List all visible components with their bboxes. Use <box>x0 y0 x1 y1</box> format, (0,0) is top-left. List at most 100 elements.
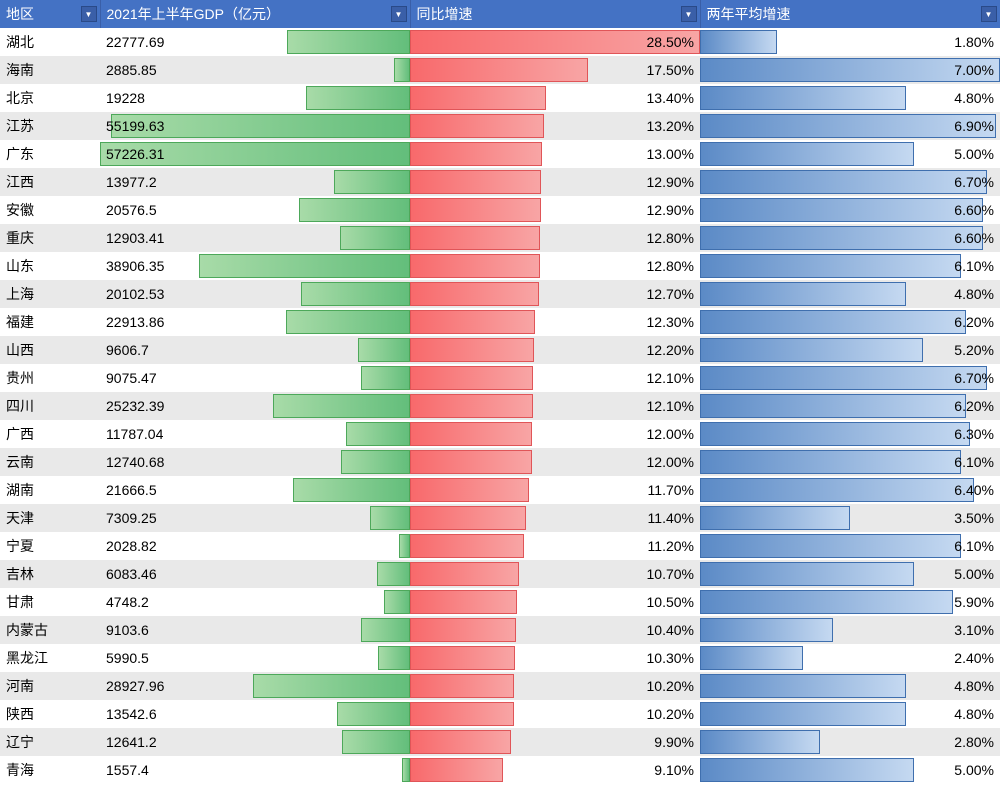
gdp-value: 12740.68 <box>100 454 410 470</box>
gdp-cell: 11787.04 <box>100 420 410 448</box>
gdp-cell: 20102.53 <box>100 280 410 308</box>
filter-dropdown-icon[interactable]: ▼ <box>681 6 697 22</box>
yoy-cell: 12.80% <box>410 224 700 252</box>
gdp-value: 25232.39 <box>100 398 410 414</box>
yoy-value: 17.50% <box>410 62 700 78</box>
region-cell: 海南 <box>0 56 100 84</box>
col-header-gdp[interactable]: 2021年上半年GDP（亿元） ▼ <box>100 0 410 28</box>
avg-value: 4.80% <box>700 286 1000 302</box>
region-cell: 吉林 <box>0 560 100 588</box>
gdp-value: 9075.47 <box>100 370 410 386</box>
avg-value: 6.20% <box>700 398 1000 414</box>
table-row: 江西13977.212.90%6.70% <box>0 168 1000 196</box>
yoy-cell: 9.90% <box>410 728 700 756</box>
yoy-cell: 10.70% <box>410 560 700 588</box>
region-cell: 内蒙古 <box>0 616 100 644</box>
avg-value: 2.80% <box>700 734 1000 750</box>
gdp-cell: 12740.68 <box>100 448 410 476</box>
filter-dropdown-icon[interactable]: ▼ <box>981 6 997 22</box>
avg-cell: 5.00% <box>700 560 1000 588</box>
gdp-value: 38906.35 <box>100 258 410 274</box>
yoy-value: 12.80% <box>410 258 700 274</box>
gdp-value: 6083.46 <box>100 566 410 582</box>
avg-cell: 4.80% <box>700 84 1000 112</box>
region-cell: 山西 <box>0 336 100 364</box>
table-row: 贵州9075.4712.10%6.70% <box>0 364 1000 392</box>
avg-cell: 3.10% <box>700 616 1000 644</box>
avg-cell: 3.50% <box>700 504 1000 532</box>
avg-value: 5.00% <box>700 762 1000 778</box>
gdp-cell: 4748.2 <box>100 588 410 616</box>
region-cell: 黑龙江 <box>0 644 100 672</box>
gdp-cell: 9606.7 <box>100 336 410 364</box>
yoy-cell: 17.50% <box>410 56 700 84</box>
col-header-label: 地区 <box>6 6 34 22</box>
yoy-cell: 10.50% <box>410 588 700 616</box>
avg-value: 6.70% <box>700 174 1000 190</box>
region-cell: 广西 <box>0 420 100 448</box>
avg-cell: 6.70% <box>700 364 1000 392</box>
avg-cell: 6.60% <box>700 224 1000 252</box>
avg-cell: 6.60% <box>700 196 1000 224</box>
region-cell: 上海 <box>0 280 100 308</box>
region-cell: 天津 <box>0 504 100 532</box>
gdp-cell: 2028.82 <box>100 532 410 560</box>
gdp-value: 20102.53 <box>100 286 410 302</box>
region-cell: 河南 <box>0 672 100 700</box>
yoy-value: 11.70% <box>410 482 700 498</box>
avg-value: 6.60% <box>700 230 1000 246</box>
avg-cell: 5.90% <box>700 588 1000 616</box>
region-cell: 陕西 <box>0 700 100 728</box>
gdp-value: 55199.63 <box>100 118 410 134</box>
avg-cell: 5.00% <box>700 756 1000 784</box>
avg-cell: 6.10% <box>700 252 1000 280</box>
gdp-cell: 25232.39 <box>100 392 410 420</box>
col-header-region[interactable]: 地区 ▼ <box>0 0 100 28</box>
region-cell: 青海 <box>0 756 100 784</box>
yoy-cell: 12.10% <box>410 392 700 420</box>
yoy-cell: 13.00% <box>410 140 700 168</box>
avg-value: 6.30% <box>700 426 1000 442</box>
yoy-value: 13.00% <box>410 146 700 162</box>
table-row: 吉林6083.4610.70%5.00% <box>0 560 1000 588</box>
yoy-cell: 11.70% <box>410 476 700 504</box>
table-row: 河南28927.9610.20%4.80% <box>0 672 1000 700</box>
avg-value: 1.80% <box>700 34 1000 50</box>
avg-value: 5.20% <box>700 342 1000 358</box>
col-header-avg[interactable]: 两年平均增速 ▼ <box>700 0 1000 28</box>
gdp-cell: 13542.6 <box>100 700 410 728</box>
yoy-value: 28.50% <box>410 34 700 50</box>
region-cell: 安徽 <box>0 196 100 224</box>
table-row: 内蒙古9103.610.40%3.10% <box>0 616 1000 644</box>
avg-value: 7.00% <box>700 62 1000 78</box>
table-row: 北京1922813.40%4.80% <box>0 84 1000 112</box>
yoy-cell: 12.10% <box>410 364 700 392</box>
avg-cell: 6.10% <box>700 448 1000 476</box>
gdp-value: 21666.5 <box>100 482 410 498</box>
avg-value: 6.90% <box>700 118 1000 134</box>
avg-cell: 2.40% <box>700 644 1000 672</box>
yoy-cell: 12.00% <box>410 420 700 448</box>
avg-cell: 4.80% <box>700 672 1000 700</box>
region-cell: 贵州 <box>0 364 100 392</box>
table-row: 广东57226.3113.00%5.00% <box>0 140 1000 168</box>
table-row: 黑龙江5990.510.30%2.40% <box>0 644 1000 672</box>
col-header-yoy[interactable]: 同比增速 ▼ <box>410 0 700 28</box>
yoy-cell: 10.40% <box>410 616 700 644</box>
region-cell: 江苏 <box>0 112 100 140</box>
table-row: 天津7309.2511.40%3.50% <box>0 504 1000 532</box>
avg-cell: 2.80% <box>700 728 1000 756</box>
filter-dropdown-icon[interactable]: ▼ <box>391 6 407 22</box>
region-cell: 北京 <box>0 84 100 112</box>
gdp-value: 12903.41 <box>100 230 410 246</box>
avg-value: 3.50% <box>700 510 1000 526</box>
yoy-cell: 28.50% <box>410 28 700 56</box>
yoy-value: 9.10% <box>410 762 700 778</box>
filter-dropdown-icon[interactable]: ▼ <box>81 6 97 22</box>
avg-value: 6.10% <box>700 538 1000 554</box>
table-row: 云南12740.6812.00%6.10% <box>0 448 1000 476</box>
gdp-value: 13977.2 <box>100 174 410 190</box>
gdp-cell: 13977.2 <box>100 168 410 196</box>
avg-value: 4.80% <box>700 706 1000 722</box>
yoy-cell: 12.00% <box>410 448 700 476</box>
